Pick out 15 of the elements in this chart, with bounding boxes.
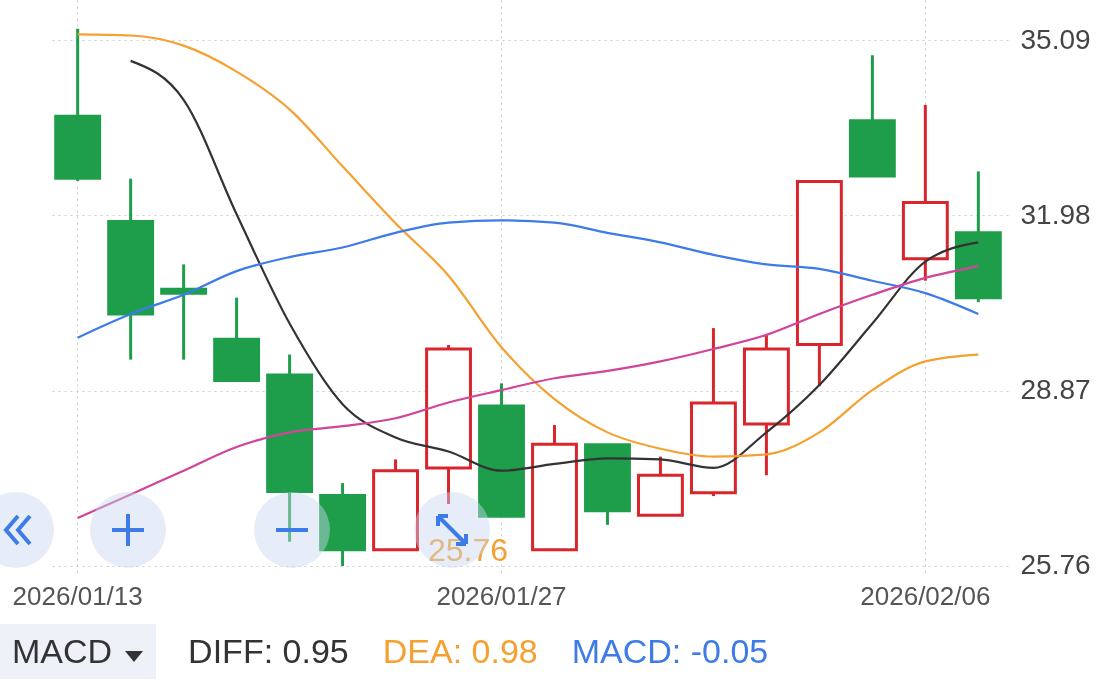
y-tick-label: 28.87	[1020, 374, 1091, 406]
x-tick-label: 2026/02/06	[860, 580, 991, 611]
y-tick-label: 31.98	[1020, 198, 1091, 230]
text: DEA: 0.98	[382, 631, 538, 671]
annotation: 25.76	[428, 532, 509, 568]
line-series	[76, 264, 980, 520]
candlestick	[160, 264, 208, 360]
text: DIFF: 0.95	[188, 631, 349, 671]
text: MACD: -0.05	[571, 631, 769, 671]
x-tick-label: 2026/01/27	[436, 580, 567, 611]
y-tick-label: 25.76	[1020, 549, 1091, 581]
text: MACD	[0, 623, 157, 679]
x-tick-label: 2026/01/13	[12, 580, 143, 611]
y-tick-label: 35.09	[1020, 23, 1091, 55]
line-series	[76, 219, 980, 339]
